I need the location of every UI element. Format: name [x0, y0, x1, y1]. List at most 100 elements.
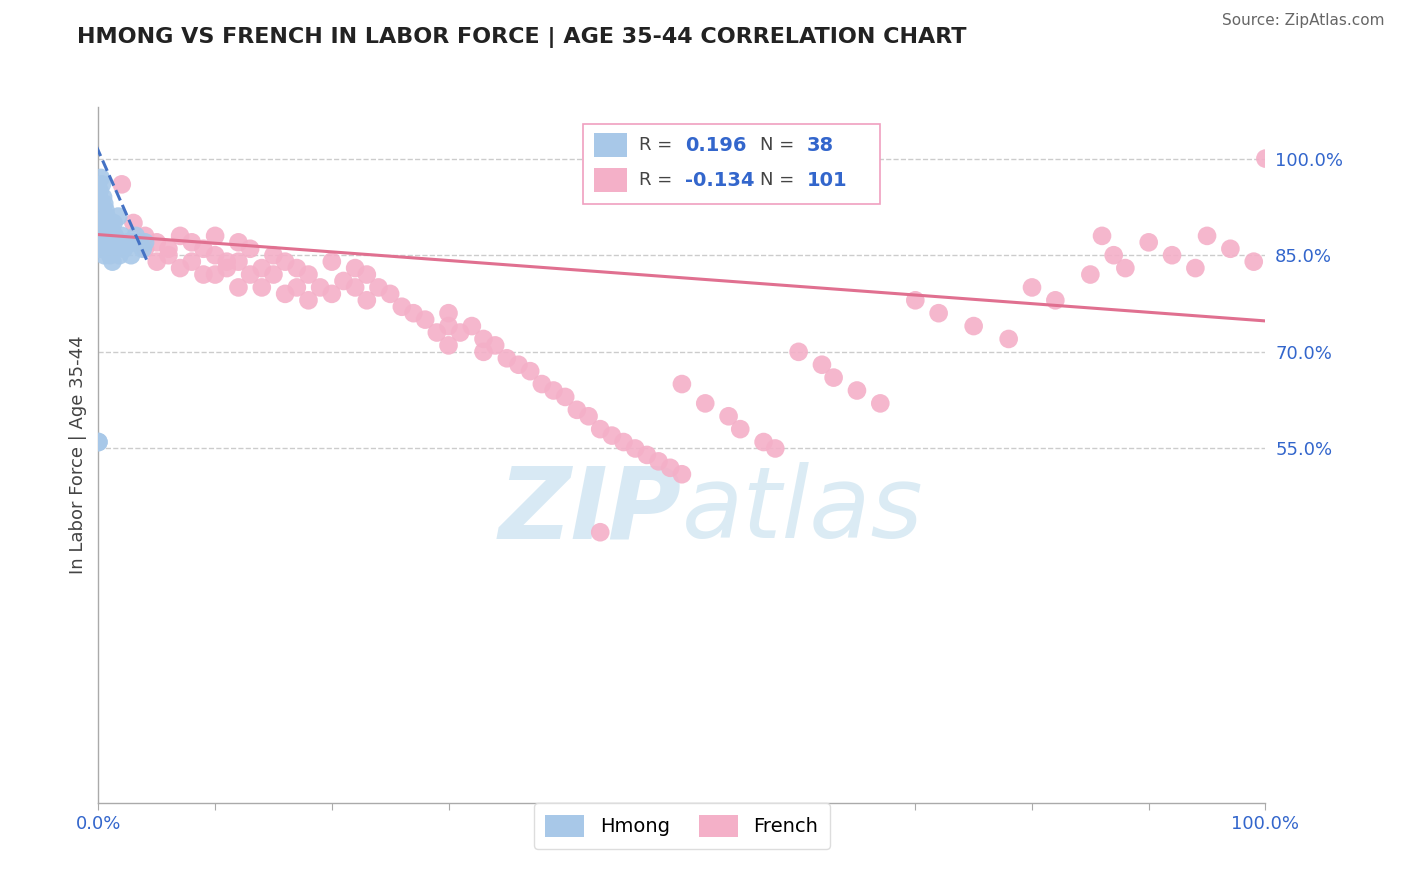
Y-axis label: In Labor Force | Age 35-44: In Labor Force | Age 35-44: [69, 335, 87, 574]
Point: [215, 261, 238, 276]
Point: [104, 242, 127, 256]
Point: [157, 248, 180, 262]
Point: [636, 448, 658, 462]
Point: [449, 326, 471, 340]
Point: [89, 184, 111, 198]
Point: [367, 280, 389, 294]
Point: [262, 248, 284, 262]
Point: [169, 228, 191, 243]
Point: [543, 384, 565, 398]
Point: [89, 242, 111, 256]
Point: [659, 460, 682, 475]
Point: [239, 242, 262, 256]
Point: [763, 442, 786, 456]
Point: [90, 228, 112, 243]
Point: [193, 242, 215, 256]
Point: [1137, 235, 1160, 250]
Text: 101: 101: [807, 170, 848, 190]
Text: Source: ZipAtlas.com: Source: ZipAtlas.com: [1222, 13, 1385, 29]
Point: [1102, 248, 1125, 262]
Point: [846, 384, 869, 398]
Point: [647, 454, 669, 468]
Point: [96, 216, 118, 230]
Point: [309, 280, 332, 294]
Text: atlas: atlas: [682, 462, 924, 559]
Point: [274, 286, 297, 301]
FancyBboxPatch shape: [582, 124, 880, 204]
Point: [1184, 261, 1206, 276]
Point: [297, 268, 319, 282]
Point: [100, 222, 122, 236]
Text: 38: 38: [807, 136, 834, 155]
Point: [472, 344, 495, 359]
Text: N =: N =: [761, 171, 794, 189]
Point: [904, 293, 927, 308]
Point: [1091, 228, 1114, 243]
Point: [250, 261, 273, 276]
Point: [496, 351, 519, 366]
Point: [97, 242, 120, 256]
Point: [94, 228, 117, 243]
Point: [103, 216, 125, 230]
Point: [413, 312, 436, 326]
Point: [101, 254, 124, 268]
Point: [111, 228, 134, 243]
Point: [228, 280, 250, 294]
Point: [391, 300, 413, 314]
Point: [565, 402, 588, 417]
Point: [285, 261, 308, 276]
Point: [204, 268, 226, 282]
Point: [93, 248, 115, 262]
Point: [472, 332, 495, 346]
Point: [228, 235, 250, 250]
Point: [120, 248, 142, 262]
Point: [426, 326, 449, 340]
Point: [122, 216, 145, 230]
Point: [180, 235, 202, 250]
Point: [554, 390, 576, 404]
Point: [117, 235, 139, 250]
Point: [97, 228, 120, 243]
Point: [321, 286, 343, 301]
Point: [274, 254, 297, 268]
Point: [228, 254, 250, 268]
Point: [437, 319, 460, 334]
Point: [671, 467, 693, 482]
Point: [671, 377, 693, 392]
Point: [730, 422, 752, 436]
Point: [146, 254, 169, 268]
Point: [110, 235, 132, 250]
Point: [356, 293, 378, 308]
Point: [108, 248, 131, 262]
FancyBboxPatch shape: [595, 134, 627, 157]
Point: [1114, 261, 1136, 276]
Text: HMONG VS FRENCH IN LABOR FORCE | AGE 35-44 CORRELATION CHART: HMONG VS FRENCH IN LABOR FORCE | AGE 35-…: [77, 27, 967, 48]
Text: N =: N =: [761, 136, 794, 154]
Point: [437, 338, 460, 352]
Point: [146, 235, 169, 250]
Point: [204, 228, 226, 243]
Point: [997, 332, 1019, 346]
Point: [402, 306, 425, 320]
Point: [1080, 268, 1102, 282]
Point: [332, 274, 354, 288]
Point: [90, 216, 112, 230]
Point: [437, 306, 460, 320]
Point: [97, 235, 120, 250]
Point: [87, 435, 110, 450]
Point: [262, 268, 284, 282]
Point: [125, 228, 148, 243]
Point: [93, 196, 115, 211]
Point: [128, 235, 150, 250]
Point: [250, 280, 273, 294]
Point: [169, 261, 191, 276]
Point: [104, 228, 127, 243]
Point: [90, 170, 112, 185]
Point: [380, 286, 402, 301]
Point: [624, 442, 647, 456]
Point: [111, 178, 134, 192]
Point: [869, 396, 891, 410]
Point: [519, 364, 541, 378]
Text: R =: R =: [638, 136, 672, 154]
Point: [112, 242, 135, 256]
